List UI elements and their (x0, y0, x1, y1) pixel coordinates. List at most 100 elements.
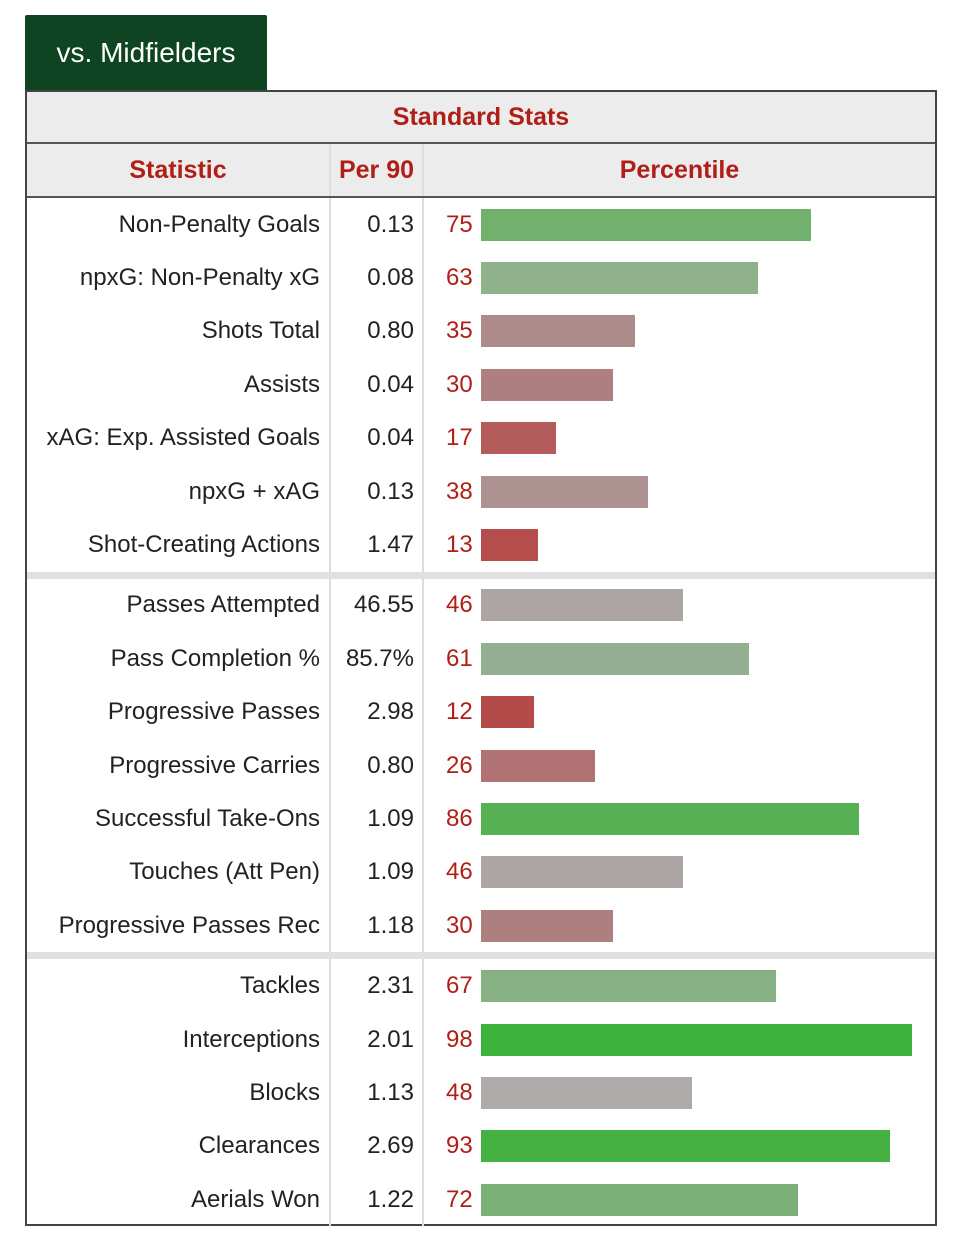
header-percentile: Percentile (422, 144, 935, 196)
percentile-value: 75 (446, 210, 473, 238)
percentile-bar-track (481, 208, 921, 241)
table-row: xAG: Exp. Assisted Goals 0.04 17 (27, 411, 935, 465)
table-row: Progressive Passes 2.98 12 (27, 685, 935, 739)
stat-name: Progressive Carries (109, 751, 320, 779)
percentile-bar (481, 642, 750, 675)
percentile-bar (481, 696, 534, 729)
stat-name: Passes Attempted (126, 591, 320, 619)
percentile-bar-track (481, 970, 921, 1003)
table-row: Progressive Carries 0.80 26 (27, 738, 935, 793)
per90-value: 1.18 (329, 899, 422, 953)
stat-name: Shot-Creating Actions (87, 531, 320, 559)
percentile-value: 30 (446, 911, 473, 939)
percentile-bar-track (481, 529, 921, 562)
percentile-value: 38 (446, 477, 473, 505)
per90-value: 1.09 (329, 845, 422, 900)
percentile-value: 93 (446, 1132, 473, 1160)
percentile-bar (481, 475, 649, 508)
percentile-cell: 63 (422, 251, 935, 305)
percentile-value: 72 (446, 1185, 473, 1213)
percentile-value: 17 (446, 424, 473, 452)
percentile-value: 26 (446, 751, 473, 779)
header-statistic: Statistic (129, 155, 227, 184)
percentile-bar-track (481, 1130, 921, 1163)
percentile-cell: 26 (422, 738, 935, 793)
percentile-value: 13 (446, 531, 473, 559)
percentile-bar-track (481, 262, 921, 295)
percentile-bar-track (481, 475, 921, 508)
percentile-bar (481, 749, 596, 782)
per90-value: 2.31 (329, 959, 422, 1013)
percentile-value: 63 (446, 264, 473, 292)
stat-group: Non-Penalty Goals 0.13 75 npxG: Non-Penalty… (27, 198, 935, 572)
table-row: npxG + xAG 0.13 38 (27, 464, 935, 519)
percentile-cell: 46 (422, 845, 935, 900)
percentile-bar-track (481, 696, 921, 729)
per90-value: 2.98 (329, 685, 422, 739)
percentile-bar (481, 1130, 891, 1163)
percentile-bar-track (481, 856, 921, 889)
per90-value: 0.08 (329, 251, 422, 305)
stat-name: Pass Completion % (110, 644, 320, 672)
per90-value: 1.22 (329, 1173, 422, 1227)
percentile-cell: 93 (422, 1119, 935, 1174)
stat-name: Interceptions (182, 1025, 320, 1053)
percentile-bar-track (481, 368, 921, 401)
per90-value: 0.80 (329, 304, 422, 359)
percentile-value: 12 (446, 698, 473, 726)
stat-name: npxG + xAG (188, 477, 320, 505)
per90-value: 0.13 (329, 464, 422, 519)
percentile-cell: 61 (422, 632, 935, 686)
per90-value: 0.04 (329, 411, 422, 465)
percentile-bar-track (481, 589, 921, 622)
stat-name: Touches (Att Pen) (129, 858, 320, 886)
percentile-bar (481, 1183, 798, 1216)
per90-value: 0.04 (329, 358, 422, 412)
per90-value: 2.01 (329, 1012, 422, 1067)
percentile-value: 67 (446, 972, 473, 1000)
stats-table: Standard Stats Statistic Per 90 Percenti… (25, 90, 937, 1227)
stat-name: Blocks (249, 1078, 320, 1106)
percentile-cell: 17 (422, 411, 935, 465)
group-divider (27, 952, 935, 960)
percentile-bar-track (481, 1183, 921, 1216)
percentile-bar-track (481, 315, 921, 348)
percentile-bar-track (481, 802, 921, 835)
per90-value: 85.7% (329, 632, 422, 686)
percentile-cell: 86 (422, 792, 935, 846)
stat-group: Tackles 2.31 67 Interceptions 2.01 98 Blocks 1.… (27, 959, 935, 1227)
table-row: Shot-Creating Actions 1.47 13 (27, 518, 935, 572)
stat-name: Progressive Passes (107, 698, 320, 726)
stat-name: Shots Total (201, 317, 320, 345)
percentile-bar-track (481, 909, 921, 942)
table-row: Blocks 1.13 48 (27, 1066, 935, 1120)
table-row: npxG: Non-Penalty xG 0.08 63 (27, 251, 935, 305)
percentile-cell: 30 (422, 358, 935, 412)
percentile-bar-track (481, 642, 921, 675)
table-row: Clearances 2.69 93 (27, 1119, 935, 1174)
stat-name: Tackles (239, 972, 320, 1000)
percentile-bar-track (481, 422, 921, 455)
percentile-cell: 48 (422, 1066, 935, 1120)
tab-vs-midfielders[interactable]: vs. Midfielders (25, 15, 267, 91)
percentile-bar (481, 856, 684, 889)
stat-name: npxG: Non-Penalty xG (79, 264, 320, 292)
stat-name: Assists (243, 370, 320, 398)
stat-name: xAG: Exp. Assisted Goals (46, 424, 320, 452)
percentile-cell: 13 (422, 518, 935, 572)
percentile-cell: 38 (422, 464, 935, 519)
stat-group: Passes Attempted 46.55 46 Pass Completion %… (27, 578, 935, 953)
table-row: Successful Take-Ons 1.09 86 (27, 792, 935, 846)
percentile-cell: 67 (422, 959, 935, 1013)
per90-value: 2.69 (329, 1119, 422, 1174)
percentile-value: 86 (446, 804, 473, 832)
table-body: Non-Penalty Goals 0.13 75 npxG: Non-Penalty… (27, 198, 935, 1227)
table-row: Non-Penalty Goals 0.13 75 (27, 198, 935, 252)
per90-value: 0.80 (329, 738, 422, 793)
percentile-bar-track (481, 749, 921, 782)
percentile-value: 46 (446, 858, 473, 886)
table-row: Pass Completion % 85.7% 61 (27, 632, 935, 686)
group-divider (27, 571, 935, 579)
per90-value: 46.55 (329, 578, 422, 633)
percentile-cell: 12 (422, 685, 935, 739)
